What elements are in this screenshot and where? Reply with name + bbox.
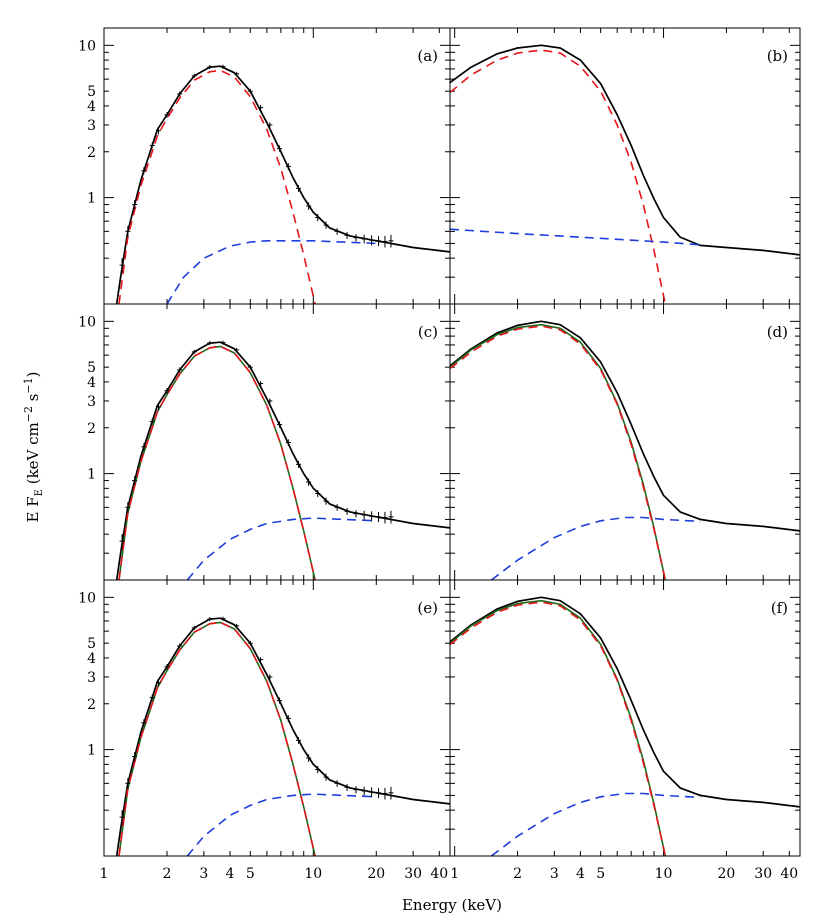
x-tick-label: 1: [100, 866, 109, 882]
comptonized-curve: [490, 516, 701, 580]
panel-label: (d): [767, 323, 788, 341]
panel-a: 10 1 2 3 45 (a): [78, 27, 451, 305]
disk-curve: [450, 325, 667, 580]
y-tick-label: 1: [87, 467, 96, 483]
panel-label: (e): [417, 599, 438, 617]
y-tick-label: 10: [78, 38, 96, 54]
x-tick-label: 20: [367, 866, 385, 882]
comptonized-curve: [186, 517, 377, 580]
panel-label: (b): [767, 47, 788, 65]
x-tick-label: 3: [199, 866, 208, 882]
y-tick-label: 2: [87, 421, 96, 437]
x-tick-label: 2: [513, 866, 522, 882]
alt_disk-curve: [450, 599, 667, 856]
panel-c: 10 1 2 3 45 (c): [78, 303, 451, 581]
comptonized-curve: [450, 228, 701, 246]
y-tick-label: 10: [78, 314, 96, 330]
comptonized-curve: [186, 793, 377, 856]
x-tick-label: 3: [550, 866, 559, 882]
panel-frame: [449, 303, 801, 581]
panel-frame: [103, 303, 451, 581]
x-tick-label: 40: [430, 866, 448, 882]
total-curve: [450, 44, 800, 256]
y-tick-label: 4: [87, 651, 96, 667]
total-curve: [115, 617, 450, 856]
curves: [450, 320, 800, 580]
x-tick-label: 10: [304, 866, 322, 882]
panel-d: (d): [449, 303, 801, 581]
x-tick-label: 2: [163, 866, 172, 882]
curves: [115, 616, 450, 856]
x-tick-label: 1: [450, 866, 459, 882]
disk-curve: [450, 49, 667, 304]
x-tick-label: 5: [596, 866, 605, 882]
total-curve: [450, 596, 800, 808]
curves: [115, 340, 450, 580]
disk-curve: [118, 621, 316, 856]
panel-frame: [449, 579, 801, 857]
disk-curve: [118, 69, 316, 304]
y-tick-label: 3: [87, 670, 96, 686]
x-tick-label: 4: [576, 866, 585, 882]
x-tick-label: 4: [226, 866, 235, 882]
x-tick-label: 30: [754, 866, 772, 882]
comptonized-curve: [490, 792, 701, 856]
x-tick-label: 30: [404, 866, 422, 882]
x-tick-label: 10: [655, 866, 673, 882]
curves: [450, 596, 800, 856]
panel-label: (c): [418, 323, 438, 341]
y-tick-label: 5: [87, 636, 96, 652]
x-tick-label: 5: [246, 866, 255, 882]
panel-label: (f): [771, 599, 788, 617]
y-tick-label: 4: [87, 99, 96, 115]
panel-label: (a): [417, 47, 438, 65]
disk-curve: [118, 345, 316, 580]
panel-f: 1 2 3 4 5 10 20 30 40 (f): [449, 579, 801, 882]
panel-b: (b): [449, 27, 801, 305]
total-curve: [115, 341, 450, 580]
y-tick-label: 5: [87, 360, 96, 376]
y-tick-label: 2: [87, 697, 96, 713]
y-tick-label: 5: [87, 84, 96, 100]
panel-frame: [103, 579, 451, 857]
comptonized-curve: [166, 240, 377, 304]
disk-curve: [450, 601, 667, 856]
y-tick-label: 3: [87, 394, 96, 410]
total-curve: [115, 65, 450, 304]
y-tick-label: 4: [87, 375, 96, 391]
panel-frame: [103, 27, 451, 305]
panel-frame: [449, 27, 801, 305]
y-tick-label: 1: [87, 743, 96, 759]
y-tick-label: 10: [78, 590, 96, 606]
y-axis-label: E FE (keV cm−2 s−1): [22, 371, 45, 522]
x-tick-label: 20: [718, 866, 736, 882]
alt_disk-curve: [450, 323, 667, 580]
curves: [115, 64, 450, 304]
x-axis-label: Energy (keV): [402, 896, 502, 914]
y-tick-label: 1: [87, 191, 96, 207]
y-tick-label: 3: [87, 118, 96, 134]
x-tick-label: 40: [780, 866, 798, 882]
curves: [450, 44, 800, 304]
total-curve: [450, 320, 800, 532]
y-tick-label: 2: [87, 145, 96, 161]
